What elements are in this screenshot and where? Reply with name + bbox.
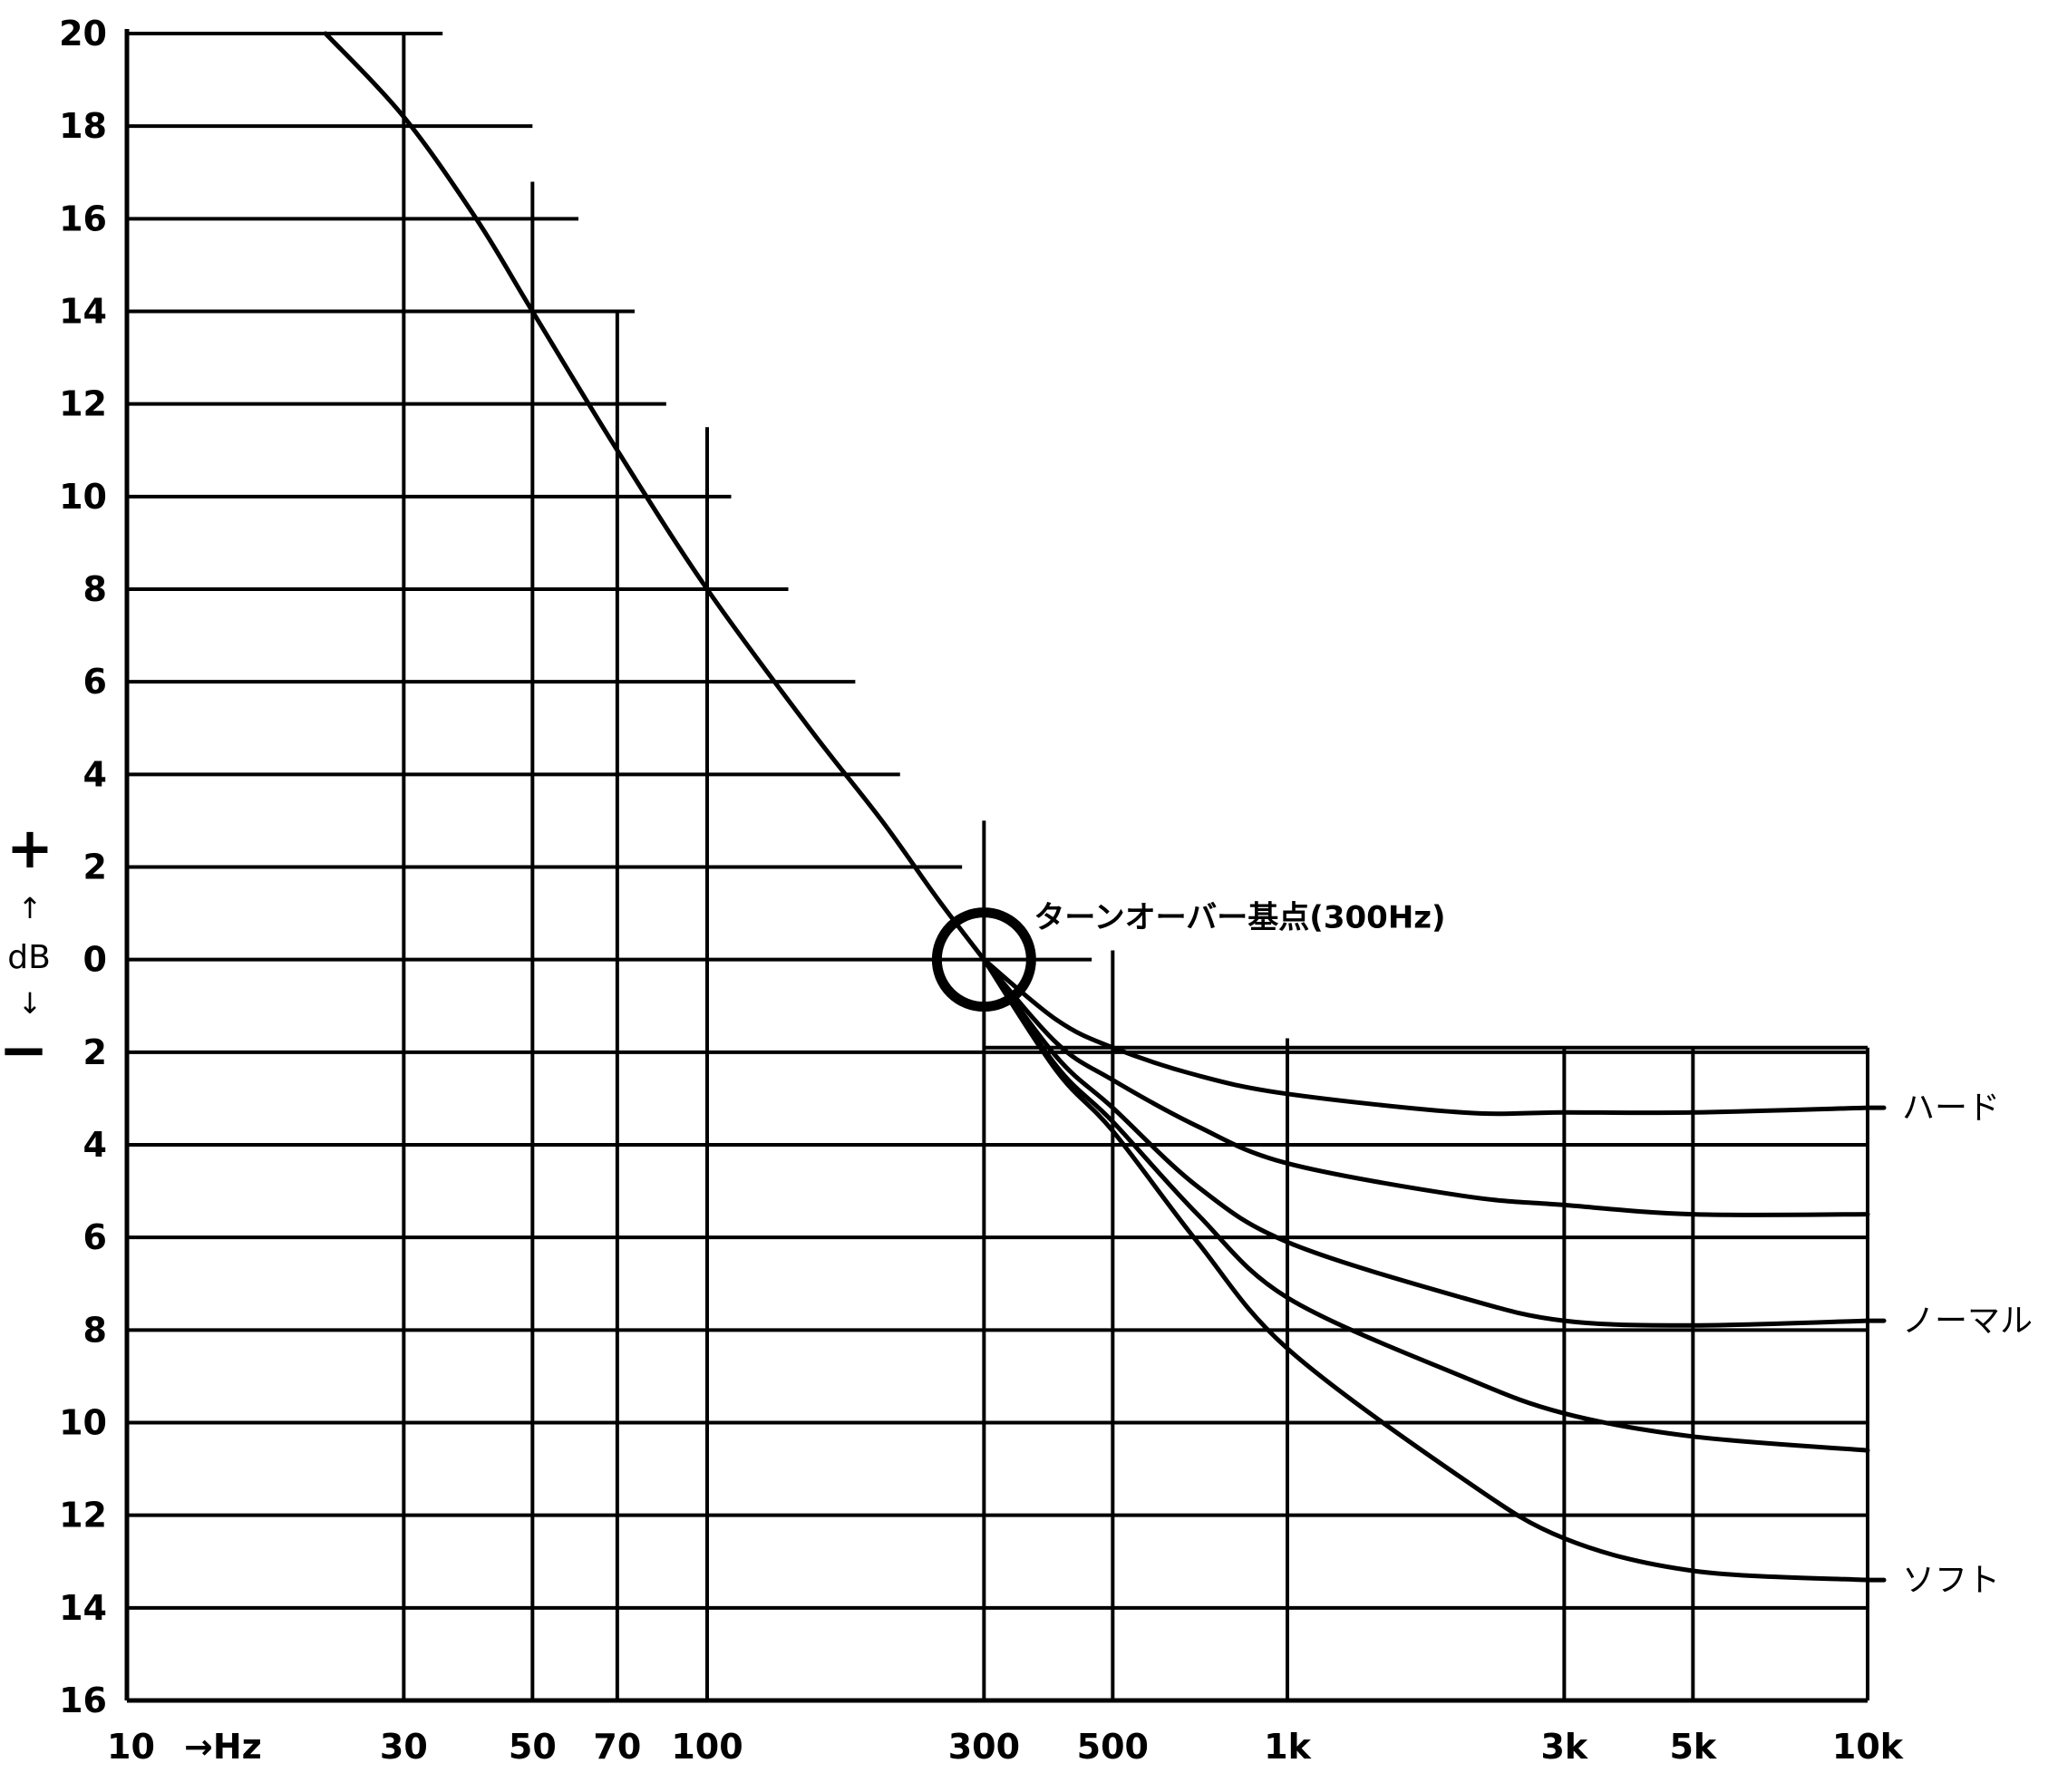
y-tick-label: 18 <box>59 106 107 146</box>
y-tick-label: 6 <box>83 662 107 702</box>
y-tick-label: 16 <box>59 199 107 238</box>
y-tick-label: 14 <box>59 292 107 332</box>
y-tick-label: 10 <box>59 1403 107 1443</box>
y-tick-label: 20 <box>59 14 107 53</box>
y-tick-label: 10 <box>59 477 107 517</box>
x-tick-label: 100 <box>671 1727 743 1767</box>
x-tick-label: 70 <box>593 1727 641 1767</box>
curve-series-1 <box>981 957 1870 1117</box>
y-tick-label: 6 <box>83 1217 107 1257</box>
response-curves <box>323 31 1887 1583</box>
curve-label: ハード <box>1902 1090 2000 1127</box>
x-tick-label: 500 <box>1077 1727 1149 1767</box>
x-tick-label: 50 <box>509 1727 557 1767</box>
common-low-frequency-curve <box>323 31 986 963</box>
turnover-annotation: ターンオーバー基点(300Hz) <box>1034 900 1445 936</box>
curve-label: ノーマル <box>1902 1303 2033 1340</box>
grid-lines <box>127 32 1869 1702</box>
x-tick-label: 10k <box>1832 1727 1904 1767</box>
curve-series-5 <box>981 957 1870 1583</box>
y-tick-label: 4 <box>83 754 107 794</box>
arrow-down-icon: ↓ <box>18 986 43 1021</box>
x-tick-label: 1k <box>1264 1727 1311 1767</box>
x-tick-label: 30 <box>380 1727 428 1767</box>
y-tick-label: 0 <box>83 940 107 980</box>
x-unit-label: →Hz <box>184 1727 262 1767</box>
curve-series-3 <box>981 957 1870 1328</box>
x-tick-label: 300 <box>948 1727 1020 1767</box>
y-tick-label: 12 <box>59 384 107 424</box>
x-tick-label: 3k <box>1540 1727 1587 1767</box>
y-tick-label: 8 <box>83 569 107 609</box>
curve-label: ソフト <box>1902 1562 2000 1599</box>
y-tick-label: 2 <box>83 848 107 887</box>
y-tick-label: 14 <box>59 1588 107 1628</box>
x-tick-label: 5k <box>1669 1727 1716 1767</box>
y-tick-label: 16 <box>59 1681 107 1720</box>
turnover-point-circle <box>931 907 1036 1012</box>
y-tick-label: 2 <box>83 1032 107 1072</box>
x-tick-label: 10 <box>107 1727 155 1767</box>
y-tick-label: 4 <box>83 1125 107 1165</box>
axes <box>124 29 1868 1703</box>
curve-series-2 <box>981 957 1870 1217</box>
arrow-up-icon: ↑ <box>18 891 43 925</box>
y-tick-label: 12 <box>59 1496 107 1535</box>
y-axis-label: dB <box>7 939 51 976</box>
y-tick-label: 8 <box>83 1310 107 1350</box>
minus-sign: − <box>0 1015 49 1085</box>
curve-series-4 <box>981 957 1870 1453</box>
plus-sign: + <box>6 815 53 881</box>
